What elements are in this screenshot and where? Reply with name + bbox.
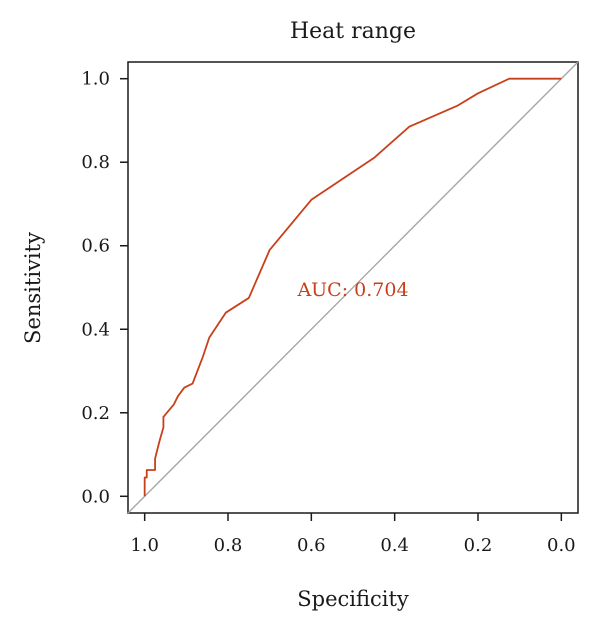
y-tick-label: 0.6: [81, 236, 110, 257]
x-tick-label: 0.8: [214, 535, 243, 556]
chart-title: Heat range: [290, 19, 416, 44]
x-tick-label: 0.6: [297, 535, 326, 556]
y-tick-label: 0.8: [81, 152, 110, 173]
y-axis-title: Sensitivity: [21, 232, 45, 344]
y-tick-label: 0.4: [81, 319, 110, 340]
plot-frame: [127, 61, 579, 514]
roc-curve: [143, 77, 562, 497]
annotation-layer: AUC: 0.704: [296, 279, 408, 301]
series-layer: [127, 61, 579, 514]
x-tick-label: 0.4: [380, 535, 409, 556]
x-tick-label: 0.2: [464, 535, 493, 556]
auc-annotation: AUC: 0.704: [296, 279, 408, 301]
y-tick-label: 0.0: [81, 486, 110, 507]
x-axis: 1.0 0.8 0.6 0.4 0.2 0.0: [130, 513, 576, 556]
x-tick-label: 0.0: [547, 535, 576, 556]
y-tick-label: 1.0: [81, 69, 110, 90]
diagonal-reference-line: [127, 61, 579, 514]
x-axis-title: Specificity: [297, 587, 409, 611]
y-axis: 0.0 0.2 0.4 0.6 0.8 1.0: [81, 69, 128, 507]
y-tick-label: 0.2: [81, 403, 110, 424]
x-tick-label: 1.0: [130, 535, 159, 556]
